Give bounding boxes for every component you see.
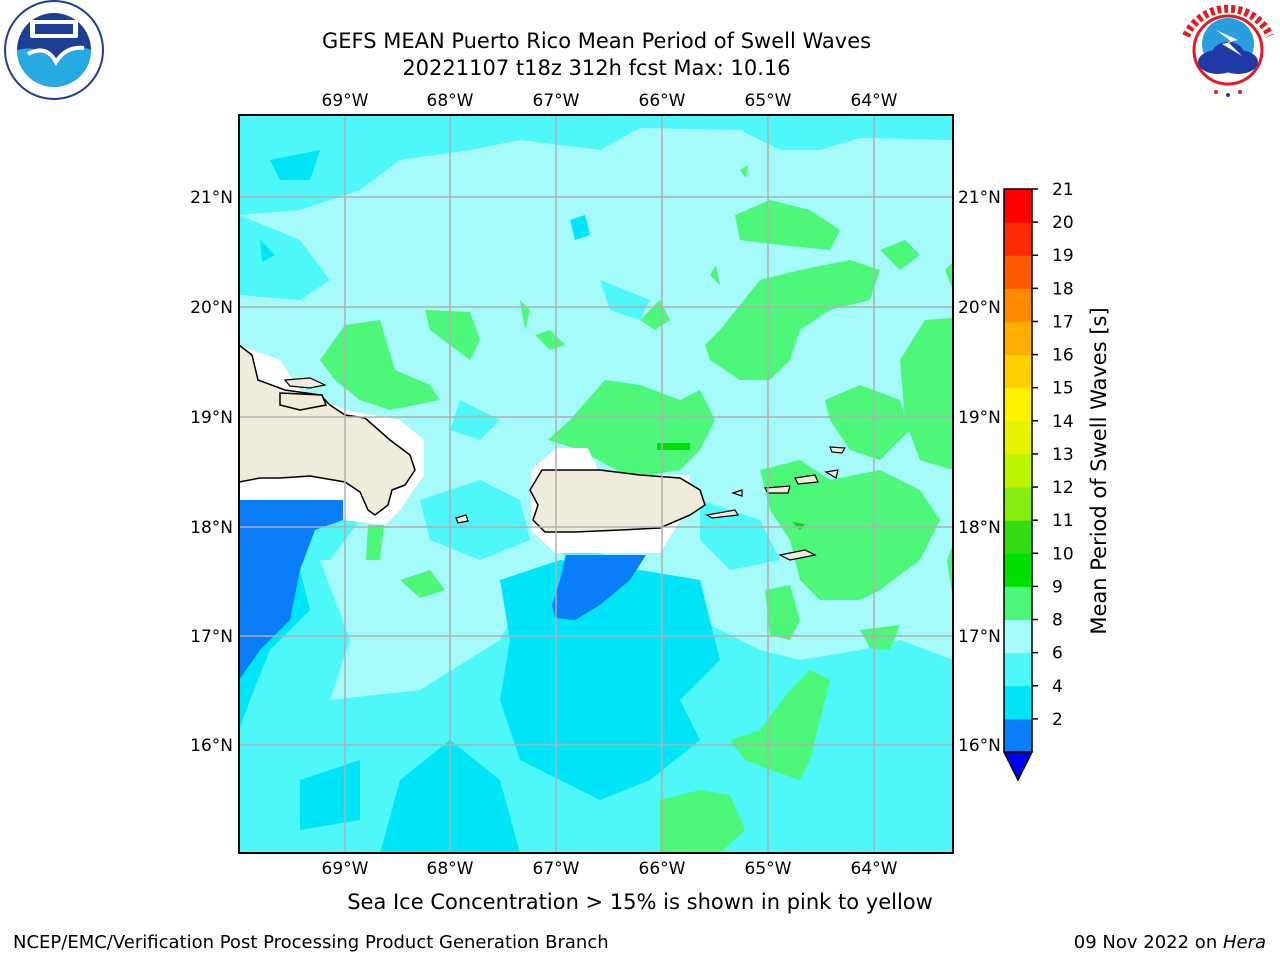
colorbar-tick-label: 21 [1052, 180, 1074, 200]
lat-label-left: 17°N [190, 627, 233, 647]
lon-label-top: 66°W [639, 91, 686, 111]
lat-label-right: 17°N [958, 627, 1001, 647]
lat-label-left: 21°N [190, 188, 233, 208]
colorbar-band [1004, 652, 1032, 687]
colorbar-band [1004, 718, 1032, 753]
colorbar-band [1004, 255, 1032, 289]
colorbar-tick-label: 16 [1052, 346, 1074, 366]
colorbar-tick-label: 6 [1052, 644, 1063, 664]
lon-label-top: 68°W [427, 91, 474, 111]
lat-label-right: 21°N [958, 188, 1001, 208]
colorbar-tick-label: 2 [1052, 710, 1063, 730]
colorbar-under-arrow [1002, 751, 1034, 782]
colorbar-label: Mean Period of Swell Waves [s] [1087, 307, 1111, 634]
chart-title: GEFS MEAN Puerto Rico Mean Period of Swe… [321, 29, 872, 53]
colorbar-band [1004, 586, 1032, 621]
colorbar-band [1004, 288, 1032, 322]
lat-label-right: 18°N [958, 518, 1001, 538]
colorbar-band [1004, 189, 1032, 223]
lat-labels-left: 21°N 20°N 19°N 18°N 17°N 16°N [190, 188, 233, 756]
nws-logo [1181, 3, 1275, 97]
colorbar-tick-label: 13 [1052, 445, 1074, 465]
lon-label-top: 64°W [851, 91, 898, 111]
colorbar-tick-label: 4 [1052, 677, 1063, 697]
colorbar-tick-label: 10 [1052, 544, 1074, 564]
lon-label-top: 65°W [745, 91, 792, 111]
map-grid [239, 115, 953, 853]
colorbar-band [1004, 321, 1032, 356]
lat-label-right: 20°N [958, 298, 1001, 318]
colorbar-tick-label: 19 [1052, 246, 1074, 266]
colorbar-band [1004, 387, 1032, 422]
lon-label-top: 69°W [322, 91, 369, 111]
swell-period-field [239, 115, 953, 853]
lat-label-left: 19°N [190, 408, 233, 428]
footer-host: Hera [1222, 932, 1266, 953]
lon-labels-top: 69°W 68°W 67°W 66°W 65°W 64°W [322, 91, 898, 111]
lat-label-left: 20°N [190, 298, 233, 318]
colorbar-tick-label: 11 [1052, 511, 1074, 531]
lon-label-bottom: 68°W [427, 859, 474, 879]
sea-ice-note: Sea Ice Concentration > 15% is shown in … [347, 890, 933, 914]
footer-date-text: 09 Nov 2022 on [1073, 932, 1223, 953]
chart-subtitle: 20221107 t18z 312h fcst Max: 10.16 [402, 56, 791, 80]
colorbar-tick-label: 15 [1052, 379, 1074, 399]
map-frame [238, 114, 954, 854]
lon-label-bottom: 67°W [533, 859, 580, 879]
colorbar-band [1004, 619, 1032, 654]
colorbar-tick-label: 14 [1052, 412, 1074, 432]
lon-label-top: 67°W [533, 91, 580, 111]
colorbar-band [1004, 453, 1032, 488]
footer-credit: NCEP/EMC/Verification Post Processing Pr… [13, 932, 609, 953]
colorbar-band [1004, 222, 1032, 256]
lat-label-right: 16°N [958, 736, 1001, 756]
footer-date: 09 Nov 2022 on Hera [1074, 932, 1266, 953]
colorbar-band [1004, 354, 1032, 389]
lon-label-bottom: 66°W [639, 859, 686, 879]
lat-label-left: 16°N [190, 736, 233, 756]
lon-labels-bottom: 69°W 68°W 67°W 66°W 65°W 64°W [322, 859, 898, 879]
colorbar-band [1004, 420, 1032, 455]
colorbar: 21 20 19 18 17 16 15 14 13 12 11 10 9 8 6 4 2 [1002, 180, 1074, 782]
colorbar-band [1004, 520, 1032, 554]
lon-label-bottom: 64°W [851, 859, 898, 879]
lon-label-bottom: 65°W [745, 859, 792, 879]
colorbar-tick-label: 17 [1052, 312, 1074, 332]
lat-label-right: 19°N [958, 408, 1001, 428]
colorbar-tick-label: 20 [1052, 213, 1074, 233]
colorbar-tick-label: 12 [1052, 478, 1074, 498]
colorbar-band [1004, 553, 1032, 587]
colorbar-band [1004, 487, 1032, 521]
noaa-logo [4, 0, 104, 100]
colorbar-band [1004, 685, 1032, 720]
lat-label-left: 18°N [190, 518, 233, 538]
lat-labels-right: 21°N 20°N 19°N 18°N 17°N 16°N [958, 188, 1001, 756]
lon-label-bottom: 69°W [322, 859, 369, 879]
colorbar-tick-label: 8 [1052, 611, 1063, 631]
colorbar-tick-label: 9 [1052, 577, 1063, 597]
colorbar-frame [1003, 188, 1033, 753]
colorbar-tick-label: 18 [1052, 279, 1074, 299]
